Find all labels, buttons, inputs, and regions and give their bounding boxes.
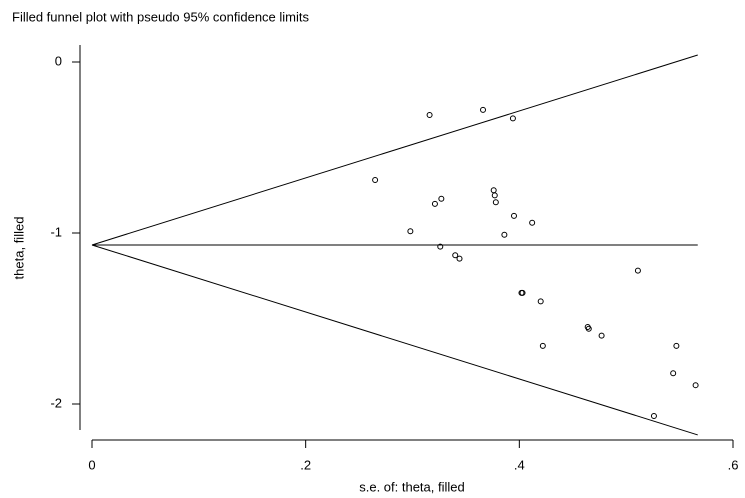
y-tick-label: -1 (50, 224, 62, 239)
y-axis-label: theta, filled (11, 217, 26, 280)
x-tick-label: .2 (300, 457, 311, 472)
x-tick-label: 0 (88, 457, 95, 472)
chart-title: Filled funnel plot with pseudo 95% confi… (12, 9, 310, 24)
x-tick-label: .6 (728, 457, 739, 472)
x-tick-label: .4 (514, 457, 525, 472)
y-tick-label: -2 (50, 395, 62, 410)
y-tick-label: 0 (55, 53, 62, 68)
x-axis-label: s.e. of: theta, filled (359, 479, 465, 494)
chart: Filled funnel plot with pseudo 95% confi… (0, 0, 745, 498)
